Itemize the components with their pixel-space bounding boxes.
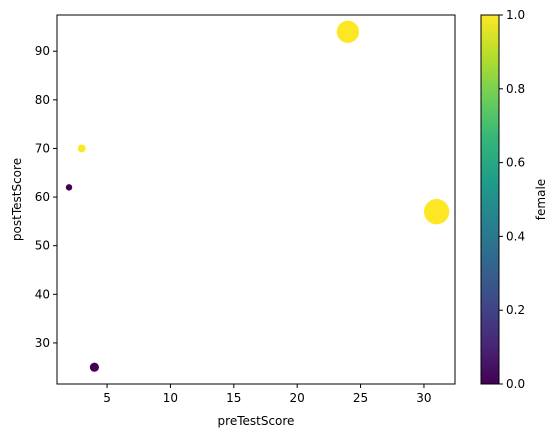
y-tick-label: 80 <box>35 93 50 107</box>
data-point <box>89 362 99 372</box>
x-tick-label: 10 <box>163 391 178 405</box>
x-tick-label: 30 <box>416 391 431 405</box>
y-tick-label: 70 <box>35 141 50 155</box>
plot-area: 5 10 15 20 25 30 30 40 50 60 70 80 90 0.0 0.2 0.4 0.6 0.8… <box>35 8 525 405</box>
colorbar-tick-label: 0.2 <box>506 303 525 317</box>
x-axis-label: preTestScore <box>218 414 295 428</box>
colorbar-tick-label: 0.8 <box>506 82 525 96</box>
colorbar-tick-label: 0.6 <box>506 156 525 170</box>
y-axis-label: postTestScore <box>10 158 24 241</box>
colorbar-tick-label: 0.0 <box>506 377 525 391</box>
data-point <box>65 184 73 191</box>
x-tick-label: 20 <box>290 391 305 405</box>
colorbar <box>480 14 500 385</box>
y-tick-label: 40 <box>35 287 50 301</box>
x-tick-label: 25 <box>353 391 368 405</box>
plot-frame <box>56 14 456 385</box>
data-point <box>336 20 360 43</box>
colorbar-tick-label: 0.4 <box>506 229 525 243</box>
colorbar-label: female <box>534 179 548 220</box>
y-tick-label: 60 <box>35 190 50 204</box>
x-tick-label: 15 <box>226 391 241 405</box>
data-point <box>77 144 86 153</box>
y-tick-label: 30 <box>35 336 50 350</box>
x-tick-label: 5 <box>103 391 111 405</box>
colorbar-tick-label: 1.0 <box>506 8 525 22</box>
data-point <box>423 198 450 225</box>
y-tick-label: 50 <box>35 239 50 253</box>
y-tick-label: 90 <box>35 44 50 58</box>
